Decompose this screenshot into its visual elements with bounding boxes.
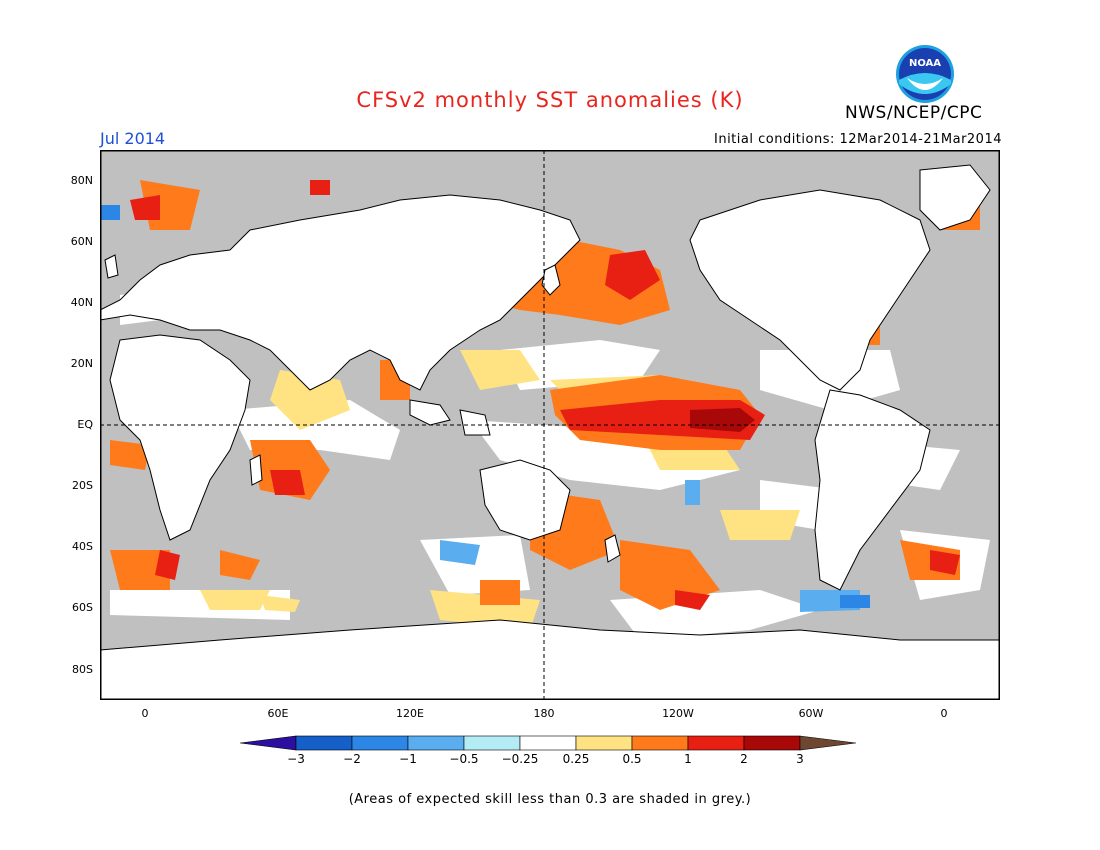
japan <box>541 264 561 296</box>
colorbar-label-2: 2 <box>740 752 748 766</box>
lat-label-20n: 20N <box>70 357 93 370</box>
lat-label-eq: EQ <box>77 418 93 431</box>
colorbar-segment-10 <box>799 735 857 751</box>
logo-text: NOAA <box>909 58 941 69</box>
colorbar-segment-0 <box>240 735 297 751</box>
colorbar-segment-2 <box>351 735 409 751</box>
sst-anomaly-map <box>100 150 1000 700</box>
map-frame <box>100 150 1000 700</box>
lat-label-20s: 20S <box>72 479 93 492</box>
lat-label-60s: 60S <box>72 601 93 614</box>
maritime-continent <box>409 399 451 426</box>
colorbar-segment-5 <box>519 735 577 751</box>
chart-title: CFSv2 monthly SST anomalies (K) <box>356 88 744 112</box>
british-isles <box>104 254 119 279</box>
lat-label-40n: 40N <box>70 296 93 309</box>
continents <box>100 164 1000 700</box>
colorbar-segment-6 <box>575 735 633 751</box>
colorbar-segment-3 <box>407 735 465 751</box>
lat-label-60n: 60N <box>70 235 93 248</box>
colorbar-segment-9 <box>743 735 801 751</box>
colorbar-segment-7 <box>631 735 689 751</box>
lon-label-120e: 120E <box>396 707 424 720</box>
colorbar-label-neg0-5: −0.5 <box>449 752 479 766</box>
madagascar <box>249 454 263 486</box>
colorbar-label-neg1: −1 <box>399 752 417 766</box>
australia <box>479 459 571 541</box>
lon-label-0-east: 0 <box>940 707 948 720</box>
colorbar-label-neg0-25: −0.25 <box>501 752 539 766</box>
lat-label-40s: 40S <box>72 540 93 553</box>
colorbar-label-neg2: −2 <box>343 752 361 766</box>
lon-label-60w: 60W <box>798 707 824 720</box>
eurasia <box>100 194 581 391</box>
colorbar-segment-8 <box>687 735 745 751</box>
south-america <box>814 389 931 591</box>
north-america <box>689 189 931 391</box>
lon-label-120w: 120W <box>662 707 694 720</box>
colorbar-label-0-25: 0.25 <box>562 752 590 766</box>
very-strong-warm-anomaly-areas <box>690 408 755 432</box>
africa <box>109 334 251 541</box>
lon-label-0-west: 0 <box>141 707 149 720</box>
greenland <box>919 164 991 231</box>
lon-label-60e: 60E <box>267 707 289 720</box>
lon-label-180: 180 <box>533 707 555 720</box>
colorbar-segment-4 <box>463 735 521 751</box>
colorbar-label-1: 1 <box>684 752 692 766</box>
colorbar-label-0-5: 0.5 <box>622 752 642 766</box>
colorbar-label-neg3: −3 <box>287 752 305 766</box>
colorbar-segment-1 <box>295 735 353 751</box>
initial-conditions: Initial conditions: 12Mar2014-21Mar2014 <box>714 132 1002 147</box>
agency-label: NWS/NCEP/CPC <box>845 103 983 123</box>
forecast-period: Jul 2014 <box>100 129 166 148</box>
colorbar <box>240 735 857 751</box>
lat-label-80n: 80N <box>70 174 93 187</box>
new-zealand <box>604 534 621 563</box>
noaa-logo: NOAA <box>896 45 954 103</box>
lat-label-80s: 80S <box>72 663 93 676</box>
skill-footnote: (Areas of expected skill less than 0.3 a… <box>348 792 752 807</box>
antarctica <box>100 619 1000 700</box>
colorbar-label-3: 3 <box>796 752 804 766</box>
